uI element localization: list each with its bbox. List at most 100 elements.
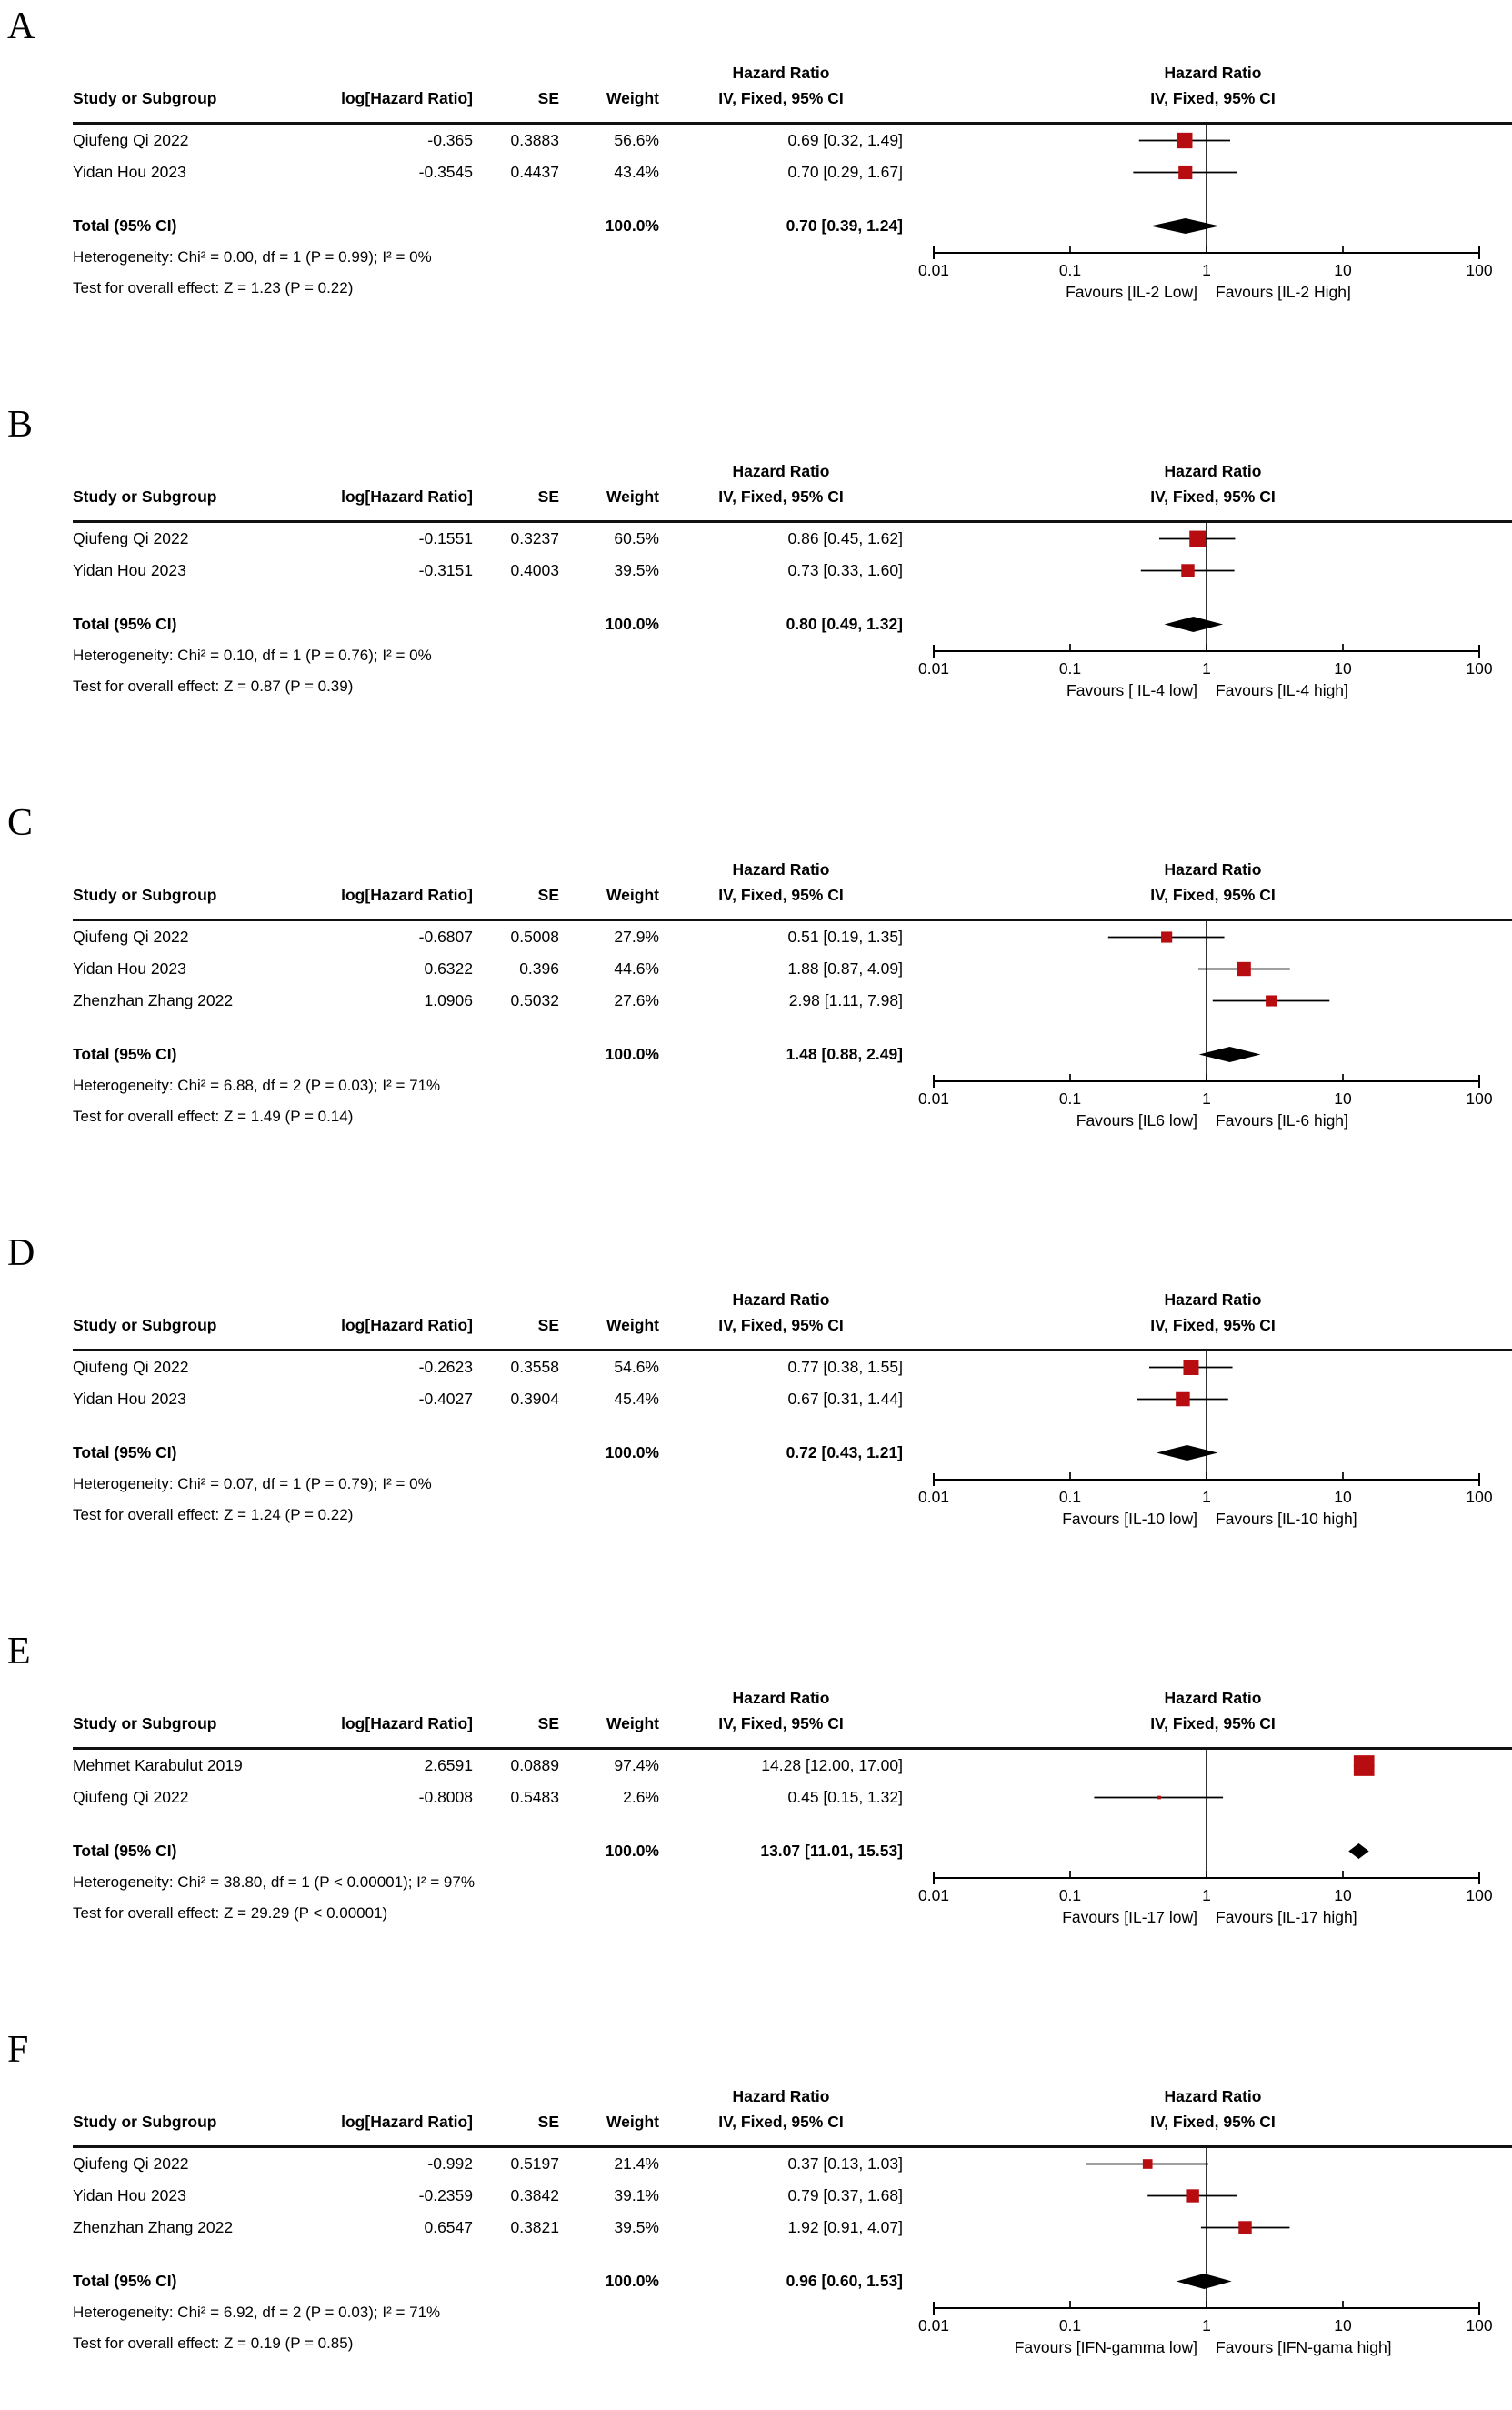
- axis-tick-label: 0.1: [1059, 1488, 1081, 1506]
- column-header-study: Study or Subgroup: [73, 1316, 217, 1334]
- study-row: Yidan Hou 2023 0.6322 0.396 44.6% 1.88 [0.87…: [73, 953, 914, 985]
- total-empty-cell: [300, 1437, 473, 1469]
- axis-tick-label: 1: [1202, 659, 1211, 678]
- heterogeneity-text: Heterogeneity: Chi² = 38.80, df = 1 (P <…: [73, 1873, 475, 1891]
- header-row-1: Hazard Ratio Hazard Ratio: [73, 857, 1512, 882]
- study-table: Qiufeng Qi 2022 -0.992 0.5197 21.4% 0.37 [0.…: [73, 2148, 914, 2363]
- study-weight: 21.4%: [614, 2154, 659, 2173]
- column-header-study: Study or Subgroup: [73, 886, 217, 904]
- study-weight: 44.6%: [614, 959, 659, 978]
- total-ci: 1.48 [0.88, 2.49]: [786, 1045, 903, 1063]
- axis-tick-label: 0.1: [1059, 1886, 1081, 1904]
- study-ci: 14.28 [12.00, 17.00]: [761, 1756, 903, 1774]
- panel-D: D Hazard Ratio Hazard Ratio Study or Subgro…: [0, 1232, 1512, 1534]
- study-weight: 27.6%: [614, 991, 659, 1009]
- total-diamond: [1198, 1047, 1261, 1062]
- study-log-hr: -0.1551: [418, 529, 473, 547]
- panel-body: Qiufeng Qi 2022 -0.6807 0.5008 27.9% 0.51 [0…: [73, 921, 1512, 1136]
- panel-E: E Hazard Ratio Hazard Ratio Study or Subgro…: [0, 1631, 1512, 1933]
- study-log-hr: 0.6322: [424, 959, 473, 978]
- favours-right-label: Favours [IL-2 High]: [1216, 283, 1351, 301]
- header-row-1: Hazard Ratio Hazard Ratio: [73, 60, 1512, 85]
- study-weight: 2.6%: [623, 1788, 659, 1806]
- panel-body: Qiufeng Qi 2022 -0.2623 0.3558 54.6% 0.77 [0…: [73, 1351, 1512, 1534]
- header-row-2: Study or Subgroup log[Hazard Ratio] SE Weig…: [73, 2109, 1512, 2134]
- effect-square: [1176, 1391, 1190, 1407]
- axis-tick-label: 0.01: [918, 2316, 949, 2335]
- column-header-effect: IV, Fixed, 95% CI: [718, 89, 844, 107]
- total-diamond: [1176, 2274, 1232, 2289]
- study-weight: 97.4%: [614, 1756, 659, 1774]
- column-header-se: SE: [537, 886, 559, 904]
- total-row: Total (95% CI) 100.0% 0.96 [0.60, 1.53]: [73, 2265, 914, 2297]
- column-header-study: Study or Subgroup: [73, 2113, 217, 2131]
- header-rule: [73, 122, 1512, 125]
- effect-square: [1353, 1755, 1375, 1776]
- panel-body: Qiufeng Qi 2022 -0.1551 0.3237 60.5% 0.86 [0…: [73, 523, 1512, 706]
- column-header-effect: IV, Fixed, 95% CI: [718, 1714, 844, 1732]
- total-weight: 100.0%: [605, 1045, 659, 1063]
- hazard-ratio-plot-header: Hazard Ratio: [1164, 860, 1262, 879]
- panel-label: B: [7, 404, 34, 446]
- study-log-hr: -0.6807: [418, 928, 473, 946]
- study-row: Yidan Hou 2023 -0.4027 0.3904 45.4% 0.67 [0.…: [73, 1383, 914, 1415]
- study-se: 0.3904: [510, 1390, 559, 1408]
- panel-label: F: [7, 2029, 29, 2071]
- total-empty-cell: [300, 1835, 473, 1867]
- favours-left-label: Favours [ IL-4 low]: [1066, 681, 1197, 699]
- total-ci: 0.96 [0.60, 1.53]: [786, 2272, 903, 2290]
- favours-left-label: Favours [IL-10 low]: [1062, 1510, 1197, 1528]
- total-label: Total (95% CI): [73, 2272, 177, 2290]
- study-se: 0.0889: [510, 1756, 559, 1774]
- axis-tick-label: 0.1: [1059, 1090, 1081, 1108]
- study-weight: 45.4%: [614, 1390, 659, 1408]
- favours-right-label: Favours [IL-6 high]: [1216, 1111, 1348, 1130]
- panel-body: Qiufeng Qi 2022 -0.992 0.5197 21.4% 0.37 [0.…: [73, 2148, 1512, 2363]
- axis-tick-label: 0.1: [1059, 2316, 1081, 2335]
- study-ci: 0.70 [0.29, 1.67]: [787, 163, 904, 181]
- study-weight: 39.5%: [614, 2218, 659, 2236]
- study-log-hr: -0.365: [427, 131, 473, 149]
- hazard-ratio-plot-header: Hazard Ratio: [1164, 1290, 1262, 1309]
- effect-square: [1161, 931, 1173, 943]
- table-spacer: [73, 587, 914, 608]
- panel-inner: Hazard Ratio Hazard Ratio Study or Subgrou…: [73, 806, 1512, 1136]
- study-row: Yidan Hou 2023 -0.2359 0.3842 39.1% 0.79 [0.…: [73, 2180, 914, 2212]
- total-row: Total (95% CI) 100.0% 0.80 [0.49, 1.32]: [73, 608, 914, 640]
- column-header-weight: Weight: [606, 1714, 659, 1732]
- axis-tick-label: 10: [1334, 1886, 1352, 1904]
- study-ci: 0.45 [0.15, 1.32]: [787, 1788, 904, 1806]
- axis-tick-label: 0.1: [1059, 659, 1081, 678]
- axis-tick-label: 10: [1334, 659, 1352, 678]
- study-name: Qiufeng Qi 2022: [73, 1358, 189, 1376]
- column-header-study: Study or Subgroup: [73, 1714, 217, 1732]
- panel-label: E: [7, 1631, 31, 1672]
- axis-tick-label: 0.01: [918, 1090, 949, 1108]
- study-log-hr: 0.6547: [424, 2218, 473, 2236]
- axis-tick-label: 0.1: [1059, 261, 1081, 279]
- total-diamond: [1150, 218, 1220, 234]
- hazard-ratio-column-header: Hazard Ratio: [732, 2087, 830, 2105]
- study-name: Mehmet Karabulut 2019: [73, 1756, 243, 1774]
- study-ci: 0.69 [0.32, 1.49]: [787, 131, 904, 149]
- study-table: Qiufeng Qi 2022 -0.6807 0.5008 27.9% 0.51 [0…: [73, 921, 914, 1136]
- study-name: Yidan Hou 2023: [73, 959, 186, 978]
- study-se: 0.4437: [510, 163, 559, 181]
- column-header-log-hr: log[Hazard Ratio]: [341, 1714, 473, 1732]
- hazard-ratio-plot-header: Hazard Ratio: [1164, 64, 1262, 82]
- study-row: Qiufeng Qi 2022 -0.8008 0.5483 2.6% 0.45 [0.…: [73, 1782, 914, 1813]
- study-name: Yidan Hou 2023: [73, 1390, 186, 1408]
- study-ci: 0.37 [0.13, 1.03]: [787, 2154, 904, 2173]
- axis-tick-label: 10: [1334, 1488, 1352, 1506]
- header-rule: [73, 520, 1512, 523]
- header-rule: [73, 2145, 1512, 2148]
- table-spacer: [73, 1813, 914, 1835]
- axis-tick-label: 100: [1466, 261, 1492, 279]
- study-name: Qiufeng Qi 2022: [73, 529, 189, 547]
- favours-left-label: Favours [IL-17 low]: [1062, 1908, 1197, 1926]
- axis-tick-label: 10: [1334, 1090, 1352, 1108]
- study-se: 0.396: [519, 959, 559, 978]
- study-row: Yidan Hou 2023 -0.3545 0.4437 43.4% 0.70 [0.…: [73, 156, 914, 188]
- forest-plot-area: 0.01 0.1 1 10 100 Favours [IFN-gamma low] Favo…: [914, 2148, 1512, 2363]
